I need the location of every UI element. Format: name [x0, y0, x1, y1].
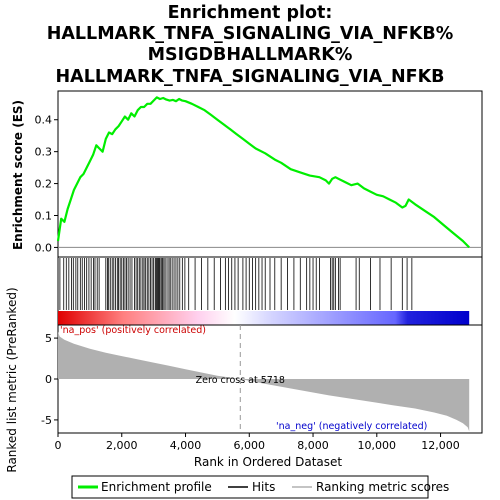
- es-y-tick-label: 0.2: [35, 178, 53, 191]
- x-tick-label: 2,000: [106, 439, 138, 452]
- rank-color-bar: [58, 311, 470, 325]
- enrichment-score-panel: 0.0 0.1 0.2 0.3 0.4: [35, 90, 483, 258]
- metric-y-tick-label: 5: [45, 332, 52, 345]
- es-y-axis: 0.0 0.1 0.2 0.3 0.4: [35, 114, 58, 254]
- metric-y-axis-label: Ranked list metric (PreRanked): [5, 287, 19, 472]
- ranking-metric-series: [58, 331, 470, 432]
- ranked-metric-panel: -5 0 5 Zero cross at 5718 'na_pos' (positi…: [41, 324, 483, 434]
- title-line-3: MSIGDBHALLMARK%: [148, 45, 353, 65]
- legend-box: [71, 475, 429, 499]
- hits-panel: [57, 256, 483, 326]
- title-line-4: HALLMARK_TNFA_SIGNALING_VIA_NFKB: [56, 67, 445, 87]
- ranking-metric-area: [58, 331, 470, 432]
- zero-cross-label: Zero cross at 5718: [196, 375, 285, 386]
- x-tick-label: 10,000: [358, 439, 397, 452]
- chart-title: Enrichment plot: HALLMARK_TNFA_SIGNALING…: [47, 3, 454, 87]
- title-line-2: HALLMARK_TNFA_SIGNALING_VIA_NFKB%: [47, 24, 454, 44]
- metric-y-tick-label: 0: [45, 373, 52, 386]
- enrichment-profile-line: [56, 96, 470, 249]
- x-axis: 0 2,000 4,000 6,000 8,000 10,000 12,000: [55, 433, 460, 452]
- es-panel-frame: [57, 90, 483, 258]
- x-axis-label: Rank in Ordered Dataset: [194, 455, 342, 469]
- es-y-tick-label: 0.4: [35, 114, 53, 127]
- legend-label-ranking-metric: Ranking metric scores: [316, 480, 449, 494]
- na-neg-label: 'na_neg' (negatively correlated): [276, 421, 427, 432]
- na-pos-label: 'na_pos' (positively correlated): [60, 325, 206, 336]
- es-y-tick-label: 0.3: [35, 146, 53, 159]
- x-tick-label: 4,000: [170, 439, 202, 452]
- x-tick-label: 6,000: [234, 439, 266, 452]
- legend-label-enrichment-profile: Enrichment profile: [101, 480, 212, 494]
- x-tick-label: 0: [55, 439, 62, 452]
- x-tick-label: 12,000: [421, 439, 460, 452]
- metric-y-tick-label: -5: [41, 414, 52, 427]
- es-y-axis-label: Enrichment score (ES): [11, 100, 25, 250]
- es-y-tick-label: 0.0: [35, 241, 53, 254]
- hit-markers: [59, 258, 413, 310]
- title-line-1: Enrichment plot:: [168, 3, 333, 23]
- enrichment-profile-series: [56, 96, 470, 249]
- es-y-tick-label: 0.1: [35, 210, 53, 223]
- metric-y-axis: -5 0 5: [41, 332, 58, 427]
- x-tick-label: 8,000: [297, 439, 329, 452]
- legend: Enrichment profile Hits Ranking metric s…: [71, 475, 449, 499]
- legend-label-hits: Hits: [252, 480, 275, 494]
